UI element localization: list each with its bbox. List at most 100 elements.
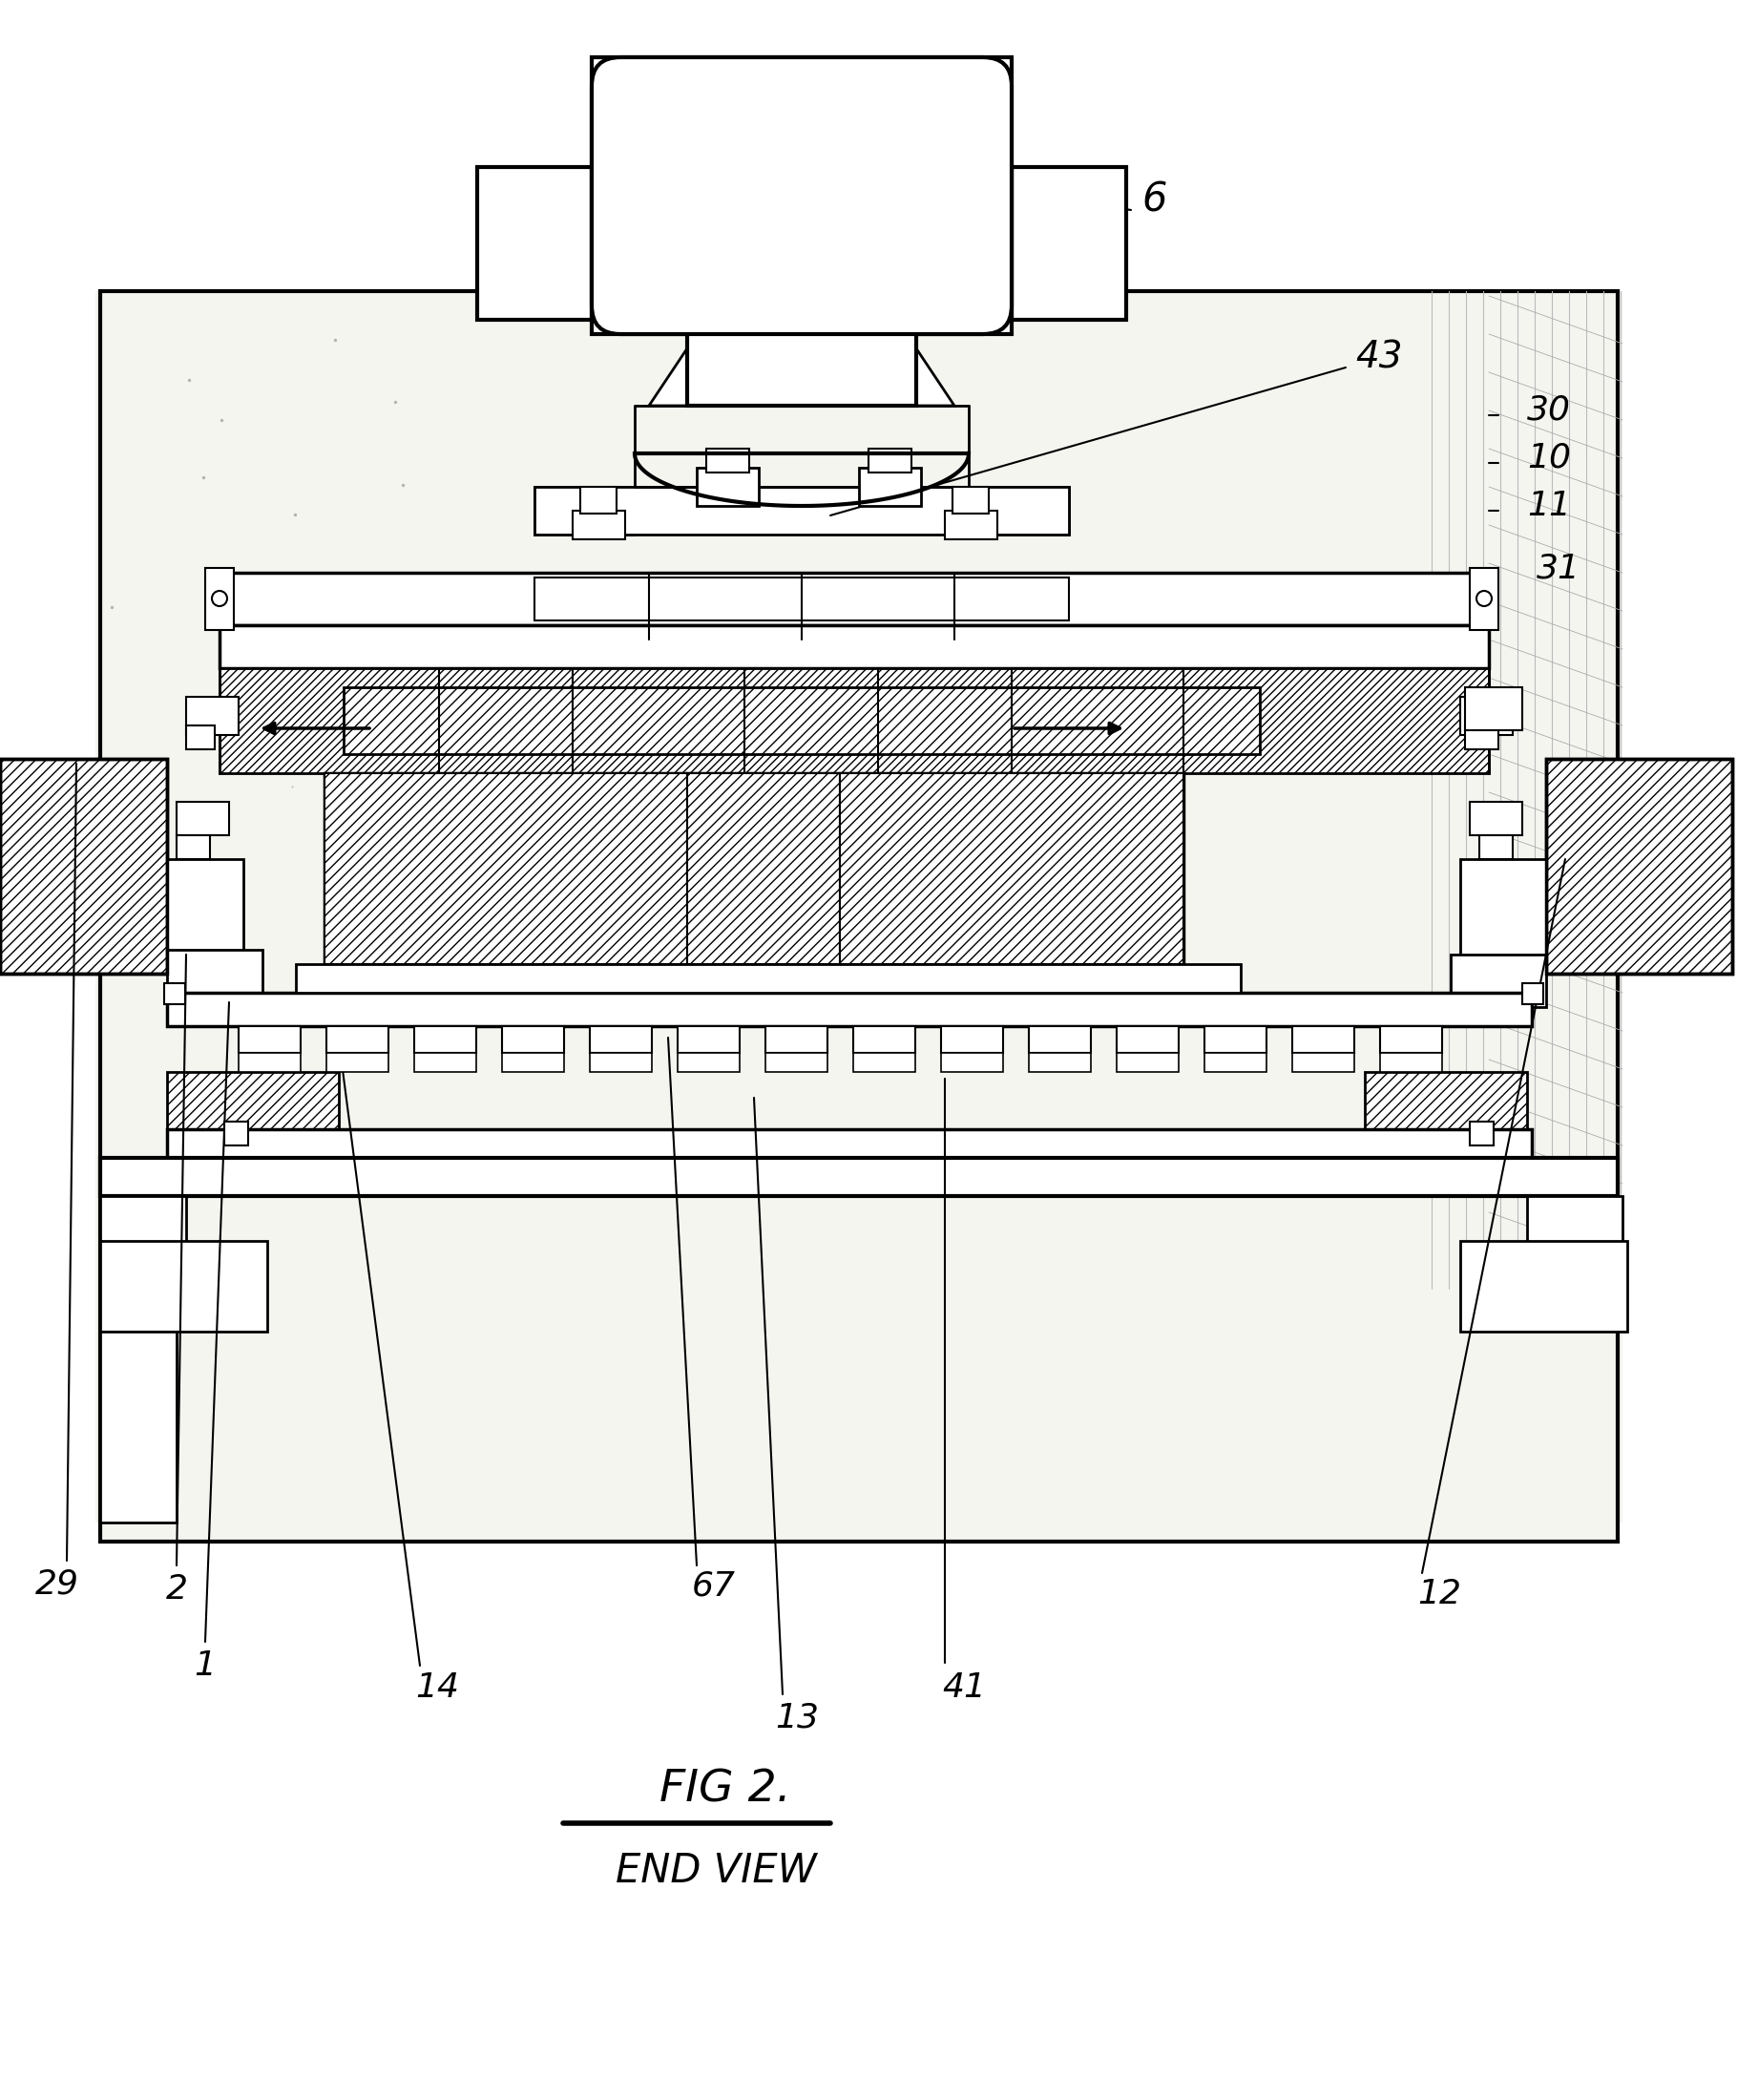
Bar — [1464, 687, 1522, 731]
Bar — [941, 1052, 1002, 1071]
Bar — [688, 315, 915, 405]
Bar — [677, 1052, 740, 1071]
Bar — [591, 1027, 651, 1052]
Bar — [1011, 168, 1126, 319]
Bar — [165, 983, 186, 1004]
Bar — [868, 449, 912, 473]
Bar — [101, 1157, 1617, 1197]
Bar — [1028, 1027, 1091, 1052]
Bar — [1292, 1052, 1355, 1071]
Bar — [1461, 859, 1546, 974]
Bar — [101, 1197, 186, 1243]
Text: 43: 43 — [1355, 340, 1403, 376]
Bar — [766, 1052, 827, 1071]
Bar — [177, 836, 210, 859]
Bar — [1204, 1052, 1266, 1071]
Text: 2: 2 — [165, 1573, 188, 1606]
Text: 41: 41 — [941, 1672, 987, 1703]
Bar — [1461, 1241, 1628, 1331]
Text: 6: 6 — [1143, 181, 1167, 220]
Bar — [224, 1121, 248, 1144]
Bar — [1480, 836, 1513, 859]
Bar — [167, 993, 1532, 1027]
Ellipse shape — [1476, 590, 1492, 607]
Bar — [1028, 1052, 1091, 1071]
Bar — [766, 1027, 827, 1052]
Bar — [327, 1027, 389, 1052]
Bar — [167, 1071, 339, 1130]
Bar — [1204, 1027, 1266, 1052]
Bar — [478, 168, 592, 319]
Bar — [205, 567, 234, 630]
Bar — [853, 1052, 915, 1071]
Bar — [186, 724, 215, 750]
Bar — [707, 449, 749, 473]
Bar — [697, 468, 759, 506]
Bar — [841, 773, 1183, 964]
FancyBboxPatch shape — [592, 57, 1011, 334]
Bar — [1546, 758, 1732, 974]
Bar — [101, 1241, 267, 1331]
Bar — [413, 1027, 476, 1052]
Bar — [502, 1052, 565, 1071]
Bar — [96, 292, 1622, 1522]
Bar — [1546, 758, 1732, 974]
Text: 29: 29 — [35, 1569, 80, 1600]
Bar — [573, 510, 625, 540]
Bar — [1365, 1071, 1527, 1130]
Polygon shape — [650, 349, 954, 405]
Polygon shape — [535, 487, 634, 536]
Bar — [1527, 1197, 1622, 1243]
Bar — [325, 773, 1183, 964]
Bar — [1450, 956, 1546, 1008]
Bar — [186, 697, 238, 735]
Bar — [1381, 1052, 1442, 1071]
Bar — [945, 510, 997, 540]
Bar — [677, 1027, 740, 1052]
Bar — [853, 1027, 915, 1052]
Text: 12: 12 — [1417, 1577, 1461, 1611]
Text: 14: 14 — [415, 1672, 459, 1703]
Bar — [1381, 1027, 1442, 1052]
Text: 30: 30 — [1527, 395, 1570, 426]
Bar — [1470, 802, 1522, 836]
Bar — [0, 758, 167, 974]
Bar — [238, 1052, 301, 1071]
Bar — [1117, 1027, 1179, 1052]
Bar — [219, 626, 1489, 668]
Bar — [167, 859, 243, 974]
Bar — [1461, 697, 1513, 735]
Bar — [1470, 1121, 1494, 1144]
Bar — [592, 57, 1011, 334]
Bar — [219, 668, 1489, 773]
Bar — [580, 487, 617, 514]
Text: 10: 10 — [1527, 441, 1570, 475]
Bar — [941, 1027, 1002, 1052]
Text: END VIEW: END VIEW — [615, 1850, 816, 1890]
Bar — [238, 1027, 301, 1052]
Bar — [688, 773, 841, 964]
Bar — [167, 1130, 1532, 1157]
Bar — [219, 573, 1489, 626]
Ellipse shape — [212, 590, 228, 607]
Bar — [1470, 567, 1499, 630]
Bar — [860, 468, 921, 506]
Bar — [101, 292, 1617, 1541]
Text: 11: 11 — [1527, 489, 1570, 523]
Bar — [1522, 983, 1542, 1004]
Bar — [101, 1331, 177, 1522]
Bar — [327, 1052, 389, 1071]
Bar — [502, 1027, 565, 1052]
Bar — [325, 773, 688, 964]
Bar — [591, 1052, 651, 1071]
Bar — [344, 687, 1259, 754]
Polygon shape — [969, 487, 1068, 536]
Bar — [535, 578, 1068, 619]
Text: 1: 1 — [195, 1648, 215, 1682]
Text: 31: 31 — [1537, 552, 1581, 584]
Text: 13: 13 — [775, 1701, 818, 1735]
Bar — [177, 802, 229, 836]
Bar — [1464, 724, 1499, 750]
Text: 67: 67 — [691, 1571, 736, 1602]
Bar — [1292, 1027, 1355, 1052]
